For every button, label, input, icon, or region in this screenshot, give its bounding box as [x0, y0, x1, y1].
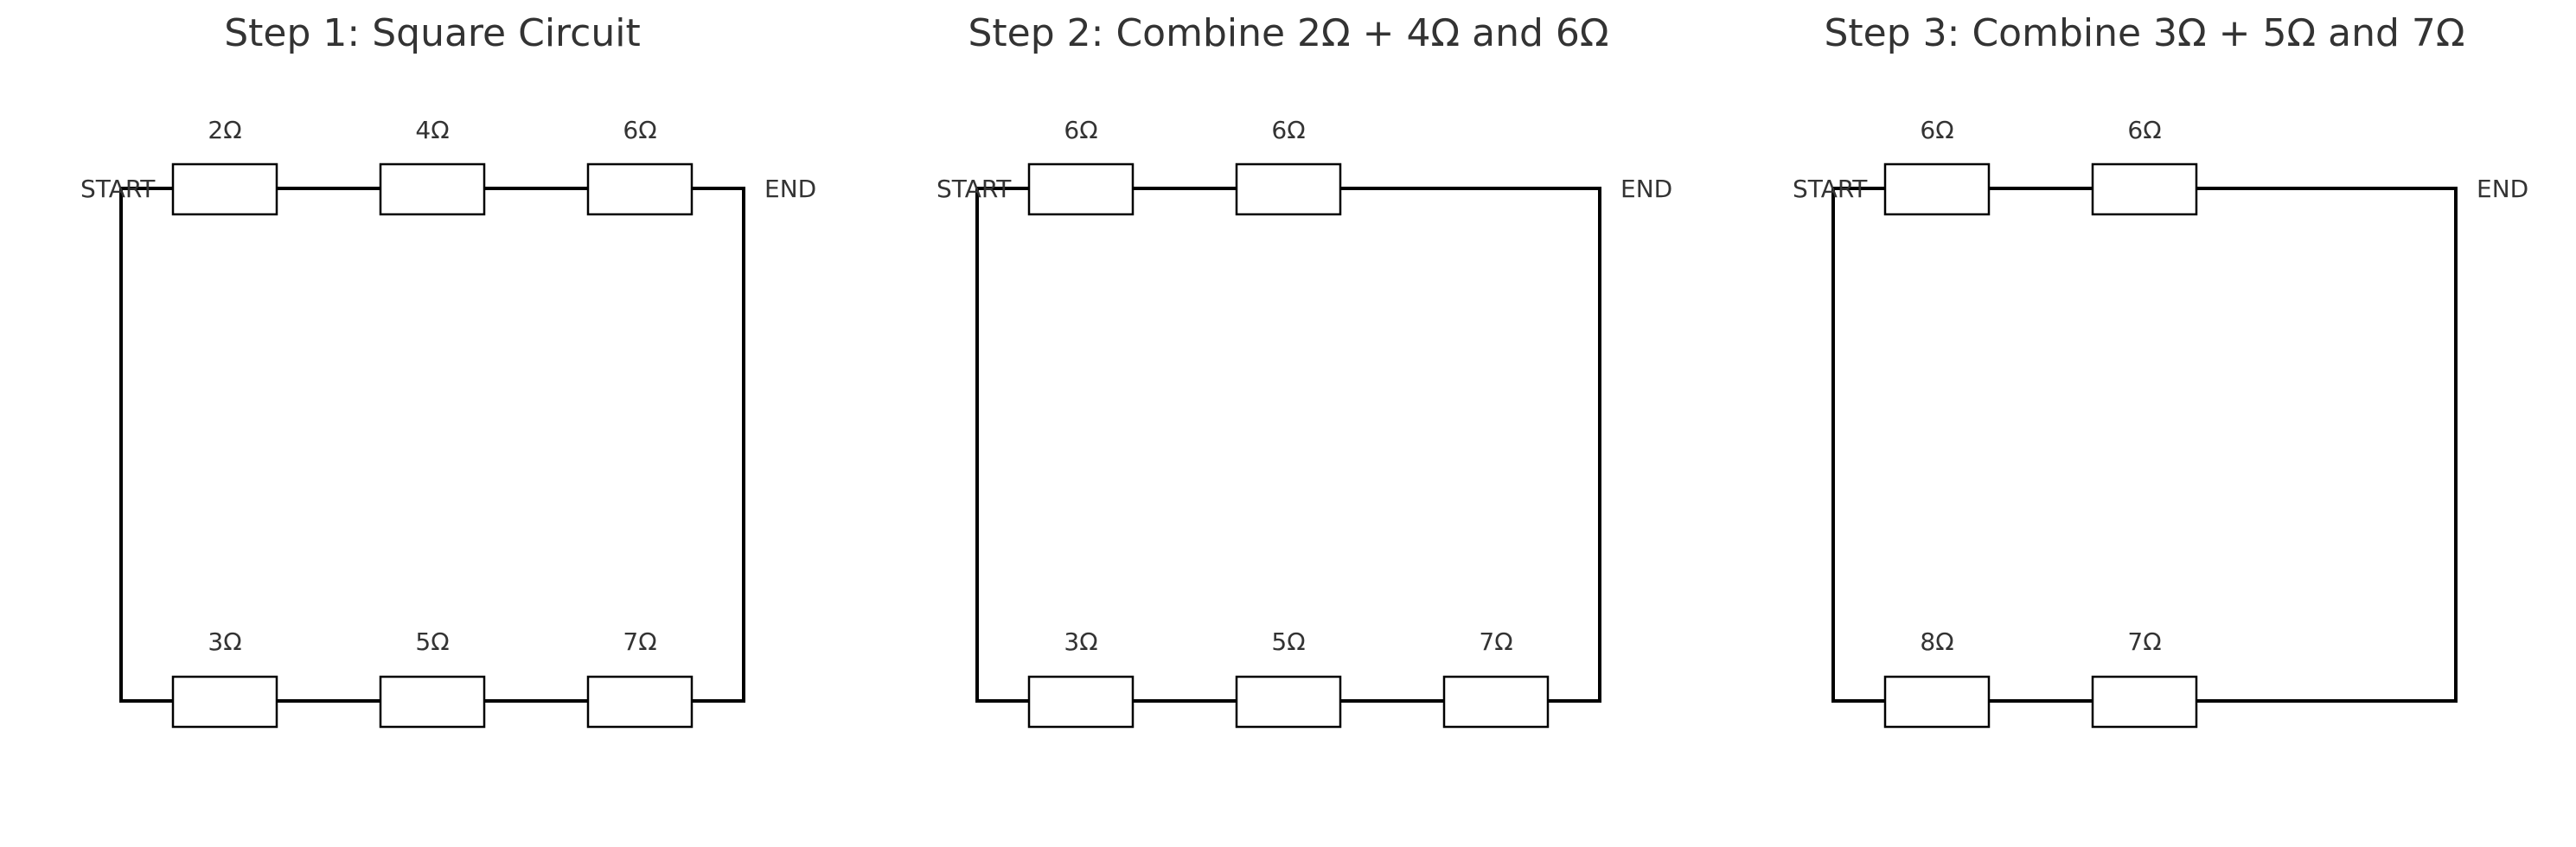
resistor-symbol [2091, 675, 2198, 729]
resistor-value-label: 6Ω [1064, 116, 1097, 144]
panel-title: Step 2: Combine 2Ω + 4Ω and 6Ω [968, 11, 1608, 55]
resistor-value-label: 6Ω [623, 116, 656, 144]
top-resistor: 2Ω [171, 116, 278, 216]
panel-title: Step 1: Square Circuit [224, 11, 641, 55]
panel-step-3: Step 3: Combine 3Ω + 5Ω and 7Ω START END 6Ω… [1793, 11, 2528, 729]
circuit-wire [975, 187, 1601, 703]
resistor-value-label: 6Ω [1920, 116, 1953, 144]
resistor-symbol [1883, 675, 1991, 729]
top-resistor: 6Ω [2091, 116, 2198, 216]
bottom-resistor: 7Ω [586, 627, 694, 729]
resistor-symbol [171, 162, 278, 216]
resistor-symbol [1883, 162, 1991, 216]
start-terminal-label: START [80, 175, 156, 203]
top-resistor: 6Ω [1027, 116, 1135, 216]
top-resistor: 6Ω [1235, 116, 1342, 216]
resistor-symbol [2091, 162, 2198, 216]
resistor-symbol [586, 162, 694, 216]
top-resistor: 6Ω [586, 116, 694, 216]
start-terminal-label: START [936, 175, 1012, 203]
resistor-value-label: 7Ω [2127, 627, 2161, 656]
resistor-value-label: 2Ω [208, 116, 241, 144]
panel-step-1: Step 1: Square Circuit START END 2Ω 4Ω 6Ω 3Ω 5Ω… [80, 11, 816, 729]
panel-title: Step 3: Combine 3Ω + 5Ω and 7Ω [1824, 11, 2464, 55]
resistor-symbol [1027, 675, 1135, 729]
resistor-symbol [1235, 162, 1342, 216]
bottom-resistor: 3Ω [1027, 627, 1135, 729]
resistor-symbol [379, 675, 486, 729]
resistor-symbol [586, 675, 694, 729]
resistor-symbol [171, 675, 278, 729]
bottom-resistor: 3Ω [171, 627, 278, 729]
bottom-resistor: 8Ω [1883, 627, 1991, 729]
resistor-value-label: 7Ω [623, 627, 656, 656]
resistor-value-label: 7Ω [1479, 627, 1512, 656]
resistor-value-label: 5Ω [1271, 627, 1305, 656]
resistor-symbol [379, 162, 486, 216]
resistor-value-label: 5Ω [415, 627, 449, 656]
bottom-resistor: 5Ω [379, 627, 486, 729]
circuit-wire [119, 187, 745, 703]
resistor-value-label: 4Ω [415, 116, 449, 144]
bottom-resistor: 7Ω [2091, 627, 2198, 729]
top-resistor: 6Ω [1883, 116, 1991, 216]
panels-layer: Step 1: Square Circuit START END 2Ω 4Ω 6Ω 3Ω 5Ω… [80, 11, 2528, 729]
bottom-resistor: 7Ω [1442, 627, 1550, 729]
resistor-symbol [1235, 675, 1342, 729]
resistor-symbol [1027, 162, 1135, 216]
resistor-value-label: 6Ω [2127, 116, 2161, 144]
resistor-value-label: 3Ω [1064, 627, 1097, 656]
panel-step-2: Step 2: Combine 2Ω + 4Ω and 6Ω START END 6Ω… [936, 11, 1672, 729]
resistor-value-label: 6Ω [1271, 116, 1305, 144]
end-terminal-label: END [764, 175, 816, 203]
resistor-value-label: 8Ω [1920, 627, 1953, 656]
resistor-value-label: 3Ω [208, 627, 241, 656]
start-terminal-label: START [1793, 175, 1868, 203]
bottom-resistor: 5Ω [1235, 627, 1342, 729]
resistor-symbol [1442, 675, 1550, 729]
end-terminal-label: END [2477, 175, 2528, 203]
end-terminal-label: END [1620, 175, 1672, 203]
circuit-wire [1831, 187, 2458, 703]
top-resistor: 4Ω [379, 116, 486, 216]
